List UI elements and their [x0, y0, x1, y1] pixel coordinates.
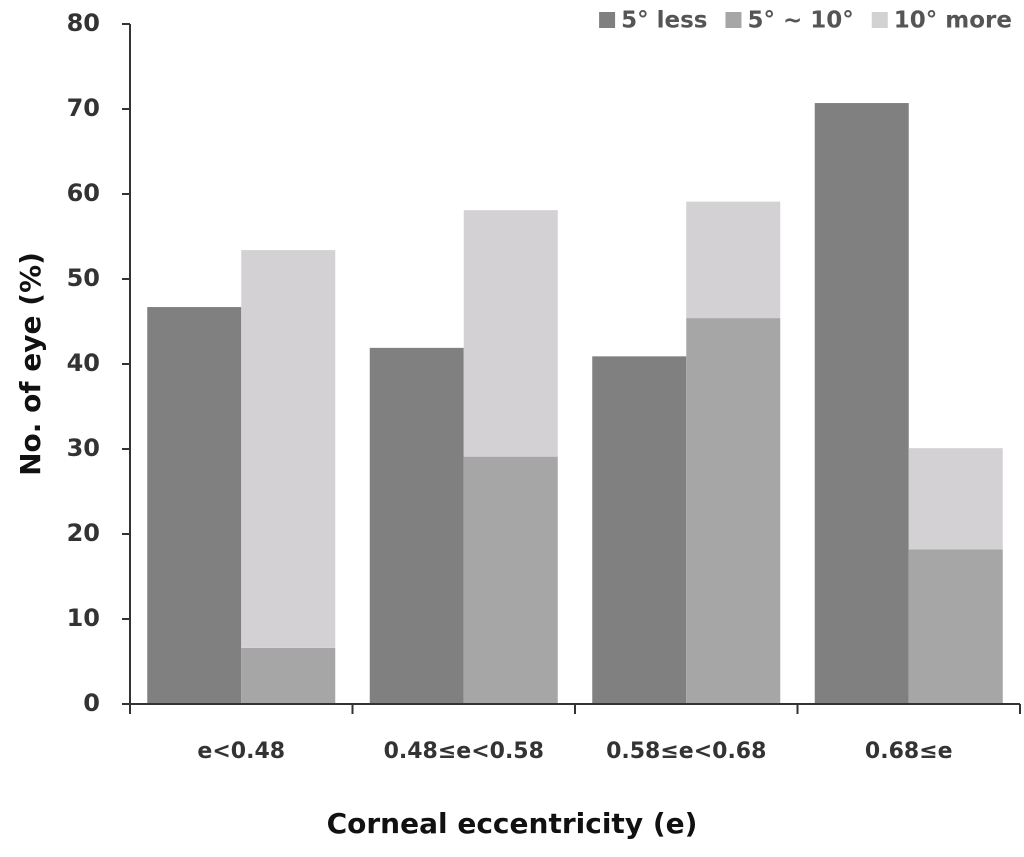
- bar: [369, 347, 464, 704]
- y-tick-label: 60: [67, 179, 100, 207]
- legend-label: 5° ~ 10°: [747, 8, 853, 34]
- y-tick-label: 80: [67, 9, 100, 37]
- bar: [592, 356, 687, 704]
- x-tick-label: e<0.48: [197, 739, 285, 764]
- y-tick-label: 70: [67, 94, 100, 122]
- x-tick-label: 0.68≤e: [865, 739, 953, 764]
- bar: [147, 307, 242, 704]
- legend-swatch: [599, 12, 616, 28]
- x-tick-label: 0.58≤e<0.68: [606, 739, 766, 764]
- legend-label: 5° less: [621, 8, 707, 34]
- y-axis-label: No. of eye (%): [14, 252, 47, 476]
- bar: [241, 647, 336, 704]
- bar: [908, 549, 1003, 704]
- bar: [908, 448, 1003, 550]
- y-tick-label: 20: [67, 519, 100, 547]
- y-tick-label: 10: [67, 604, 100, 632]
- legend-swatch: [725, 12, 742, 28]
- y-tick-label: 30: [67, 434, 100, 462]
- bar: [686, 201, 781, 319]
- y-tick-label: 40: [67, 349, 100, 377]
- x-tick-label: 0.48≤e<0.58: [384, 739, 544, 764]
- legend-swatch: [871, 12, 888, 28]
- bar: [814, 103, 909, 705]
- bar: [463, 210, 558, 457]
- bar: [241, 250, 336, 648]
- bar: [686, 318, 781, 704]
- y-tick-label: 50: [67, 264, 100, 292]
- bar: [463, 456, 558, 704]
- legend-label: 10° more: [894, 8, 1012, 34]
- x-axis-label: Corneal eccentricity (e): [327, 807, 698, 840]
- y-tick-label: 0: [83, 689, 100, 717]
